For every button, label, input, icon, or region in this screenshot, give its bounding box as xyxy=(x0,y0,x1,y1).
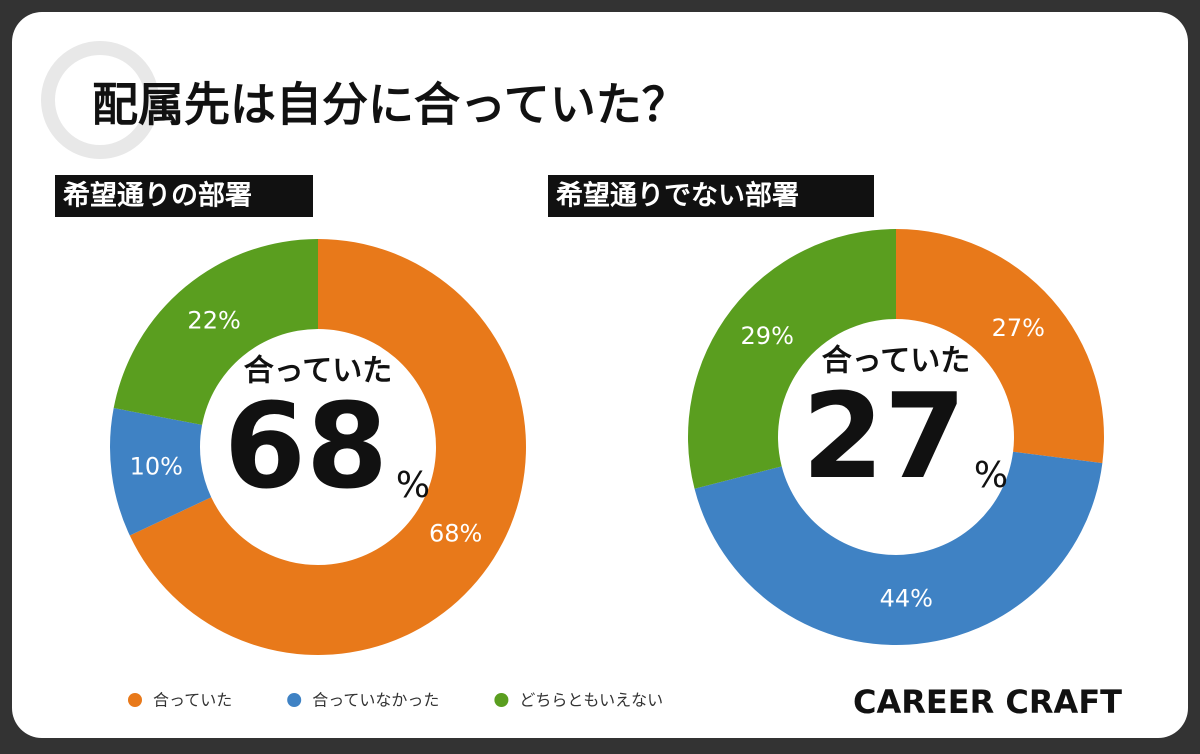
value-label: 27% xyxy=(992,314,1045,342)
legend-dot xyxy=(494,693,509,707)
donut-segment xyxy=(896,229,1104,464)
center-unit: % xyxy=(974,455,1008,496)
brand: CAREER CRAFT xyxy=(853,683,1122,721)
value-label: 29% xyxy=(741,322,794,350)
center-value: 27 xyxy=(802,367,966,505)
legend-dot xyxy=(287,693,302,707)
legend-label: どちらともいえない xyxy=(519,691,663,710)
subtitle: 希望通りでない部署 xyxy=(556,180,799,212)
value-label: 22% xyxy=(187,306,240,334)
legend-dot xyxy=(128,693,142,707)
donut-segment xyxy=(688,229,896,489)
q-logo xyxy=(41,41,159,159)
donut-segment xyxy=(129,239,527,656)
legend-label: 合っていなかった xyxy=(312,691,439,710)
value-label: 10% xyxy=(130,452,183,480)
subtitle-box xyxy=(55,175,313,217)
donut-segment xyxy=(694,451,1103,645)
value-label: 44% xyxy=(880,585,933,613)
subtitle-box xyxy=(548,175,874,217)
center-label: 合っていた xyxy=(244,354,393,389)
legend-label: 合っていた xyxy=(153,691,232,710)
center-unit: % xyxy=(396,465,430,506)
center-label: 合っていた xyxy=(822,344,971,379)
title: 配属先は自分に合っていた？ xyxy=(92,78,688,132)
subtitle: 希望通りの部署 xyxy=(63,180,252,212)
value-label: 68% xyxy=(429,519,482,547)
donut-segment xyxy=(110,408,212,536)
donut-segment xyxy=(113,239,318,425)
center-value: 68 xyxy=(224,377,388,515)
